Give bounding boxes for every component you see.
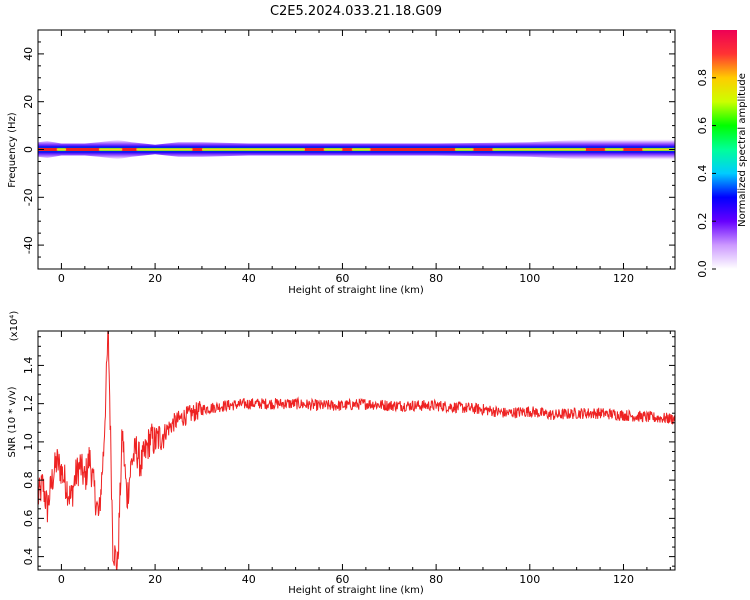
snr-ytick-label: 1.4 [22, 357, 35, 375]
snr-panel: 0 20 40 60 80 100 120 1.4 1.2 1.0 0.8 0.6 0.4 Height… [7, 311, 676, 596]
colorbar-tick-label: 0.2 [696, 212, 709, 230]
spectrogram-xtick-label: 80 [429, 272, 443, 285]
colorbar: 0.0 0.2 0.4 0.6 0.8 Normalized spectral ampl… [696, 30, 748, 278]
snr-ytick-label: 0.4 [22, 548, 35, 566]
spectrogram-xlabel: Height of straight line (km) [288, 285, 424, 296]
colorbar-tick-label: 0.0 [696, 260, 709, 278]
spectrogram-xtick-label: 120 [613, 272, 634, 285]
spectrogram-ytick-label: 20 [22, 95, 35, 109]
spectrogram-xtick-label: 100 [519, 272, 540, 285]
spectrogram-xtick-label: 0 [58, 272, 65, 285]
colorbar-label: Normalized spectral amplitude [737, 73, 748, 227]
snr-xtick-label: 60 [335, 573, 349, 586]
snr-frame [37, 330, 676, 571]
snr-ylabel: SNR (10 * v/v) [7, 386, 18, 457]
snr-xtick-label: 0 [58, 573, 65, 586]
snr-xlabel: Height of straight line (km) [288, 585, 424, 596]
spectrogram-ytick-label: -20 [22, 188, 35, 206]
snr-plot-area [38, 331, 675, 570]
snr-xtick-label: 40 [242, 573, 256, 586]
snr-ytick-label: 0.8 [22, 471, 35, 489]
spectrogram-ytick-label: 40 [22, 47, 35, 61]
colorbar-tick-label: 0.6 [696, 117, 709, 135]
spectrogram-ytick-label: -40 [22, 236, 35, 254]
spectrogram-ylabel: Frequency (Hz) [7, 112, 18, 188]
snr-xtick-label: 80 [429, 573, 443, 586]
snr-ytick-label: 0.6 [22, 510, 35, 528]
figure-title: C2E5.2024.033.21.18.G09 [270, 4, 442, 19]
spectrogram-xtick-label: 20 [148, 272, 162, 285]
snr-ytick-label: 1.0 [22, 433, 35, 451]
colorbar-tick-label: 0.8 [696, 69, 709, 87]
colorbar-bar [712, 30, 737, 269]
snr-series-line [38, 331, 675, 570]
spectrogram-xtick-label: 40 [242, 272, 256, 285]
spectrogram-panel: 0 20 40 60 80 100 120 40 20 0 -20 -40 Height of str… [7, 29, 676, 296]
snr-xtick-label: 20 [148, 573, 162, 586]
snr-unit-label: (x10⁴) [9, 311, 20, 342]
spectrogram-xtick-label: 60 [335, 272, 349, 285]
snr-xtick-label: 120 [613, 573, 634, 586]
snr-xtick-label: 100 [519, 573, 540, 586]
spectrogram-ytick-label: 0 [22, 146, 35, 153]
colorbar-tick-label: 0.4 [696, 165, 709, 183]
snr-ytick-label: 1.2 [22, 395, 35, 413]
